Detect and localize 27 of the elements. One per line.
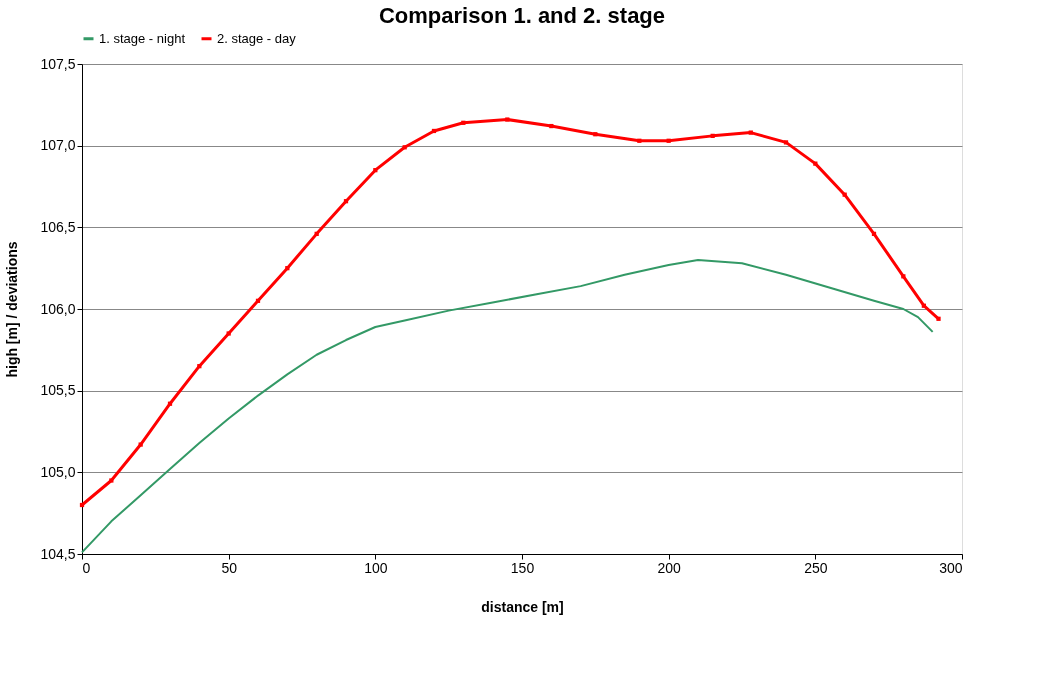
point [505,117,510,122]
legend-label: 2. stage - day [217,30,297,46]
y-tick-label: 107,0 [40,137,76,154]
point [226,331,231,336]
x-tick-label: 200 [657,559,682,576]
y-axis-title: high [m] / deviations [4,241,21,378]
y-tick-label: 107,5 [40,55,76,72]
x-tick-label: 300 [939,559,963,576]
point [138,442,143,447]
x-tick-label: 0 [82,559,91,576]
y-tick-label: 106,0 [40,300,76,317]
point [109,478,114,483]
x-tick-label: 250 [804,559,828,576]
y-tick-label: 106,5 [40,218,76,235]
point [748,130,753,135]
point [783,140,789,145]
x-tick-label: 150 [510,559,535,576]
chart-title: Comparison 1. and 2. stage [378,3,666,28]
y-tick-label: 104,5 [40,545,76,562]
x-tick-label: 100 [364,559,388,576]
x-tick-label: 50 [221,559,238,576]
x-axis-title: distance [m] [481,598,564,615]
legend-label: 1. stage - night [99,30,186,46]
y-tick-label: 105,5 [40,382,76,399]
point [936,316,941,321]
line-series [81,259,934,554]
y-tick-label: 105,0 [40,463,76,480]
